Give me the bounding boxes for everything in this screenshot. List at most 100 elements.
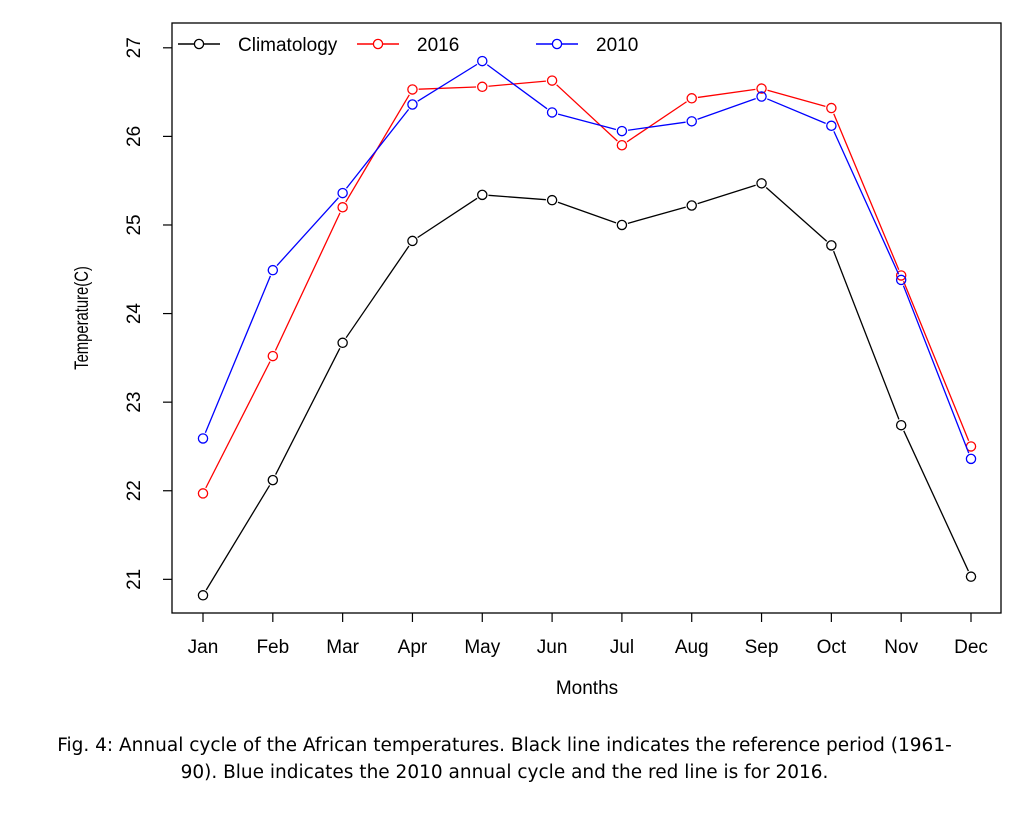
legend-marker: [193, 38, 205, 50]
series-segment: [488, 194, 546, 201]
series-segment: [345, 108, 410, 189]
plot-frame: [171, 22, 1002, 614]
series-segment: [833, 250, 900, 420]
data-point: [267, 350, 279, 362]
x-tick-label: Dec: [954, 637, 988, 658]
series-segment: [345, 245, 410, 339]
data-point: [686, 200, 697, 211]
y-tick-label: 26: [124, 126, 145, 147]
figure-caption: Fig. 4: Annual cycle of the African temp…: [40, 732, 969, 786]
series-climatology: [197, 178, 977, 601]
y-tick-label: 23: [124, 392, 145, 413]
data-point: [197, 433, 209, 444]
legend-marker: [372, 38, 384, 50]
data-point: [616, 125, 628, 137]
series-segment: [765, 186, 828, 242]
legend-item: 2016: [357, 35, 459, 56]
y-tick-label: 22: [124, 480, 145, 501]
series-segment: [627, 206, 686, 224]
data-point: [197, 590, 209, 601]
x-tick-label: Jan: [188, 637, 219, 658]
x-axis-label: Months: [556, 678, 618, 699]
data-point: [616, 140, 628, 151]
x-tick-label: May: [464, 637, 500, 658]
series-segment: [418, 86, 477, 90]
legend-label: 2010: [596, 35, 638, 56]
series-2010: [197, 55, 977, 465]
series-segment: [627, 121, 686, 131]
series-segment: [488, 80, 546, 87]
data-point: [686, 116, 697, 127]
series-segment: [417, 197, 478, 239]
series-segment: [276, 197, 339, 267]
series-segment: [833, 131, 900, 275]
x-tick-label: Apr: [398, 637, 428, 658]
data-point: [337, 337, 348, 349]
series-segment: [556, 84, 618, 142]
series-segment: [486, 64, 548, 110]
series-layer: [197, 55, 977, 601]
data-point: [407, 99, 418, 110]
legend-label: Climatology: [238, 35, 338, 56]
data-point: [756, 91, 767, 102]
series-segment: [626, 101, 687, 143]
data-point: [965, 453, 977, 465]
data-point: [826, 240, 837, 251]
data-point: [756, 178, 767, 189]
legend-item: 2010: [536, 35, 638, 56]
data-point: [267, 474, 279, 486]
y-tick-label: 27: [124, 37, 145, 58]
series-segment: [697, 88, 756, 99]
data-point: [267, 264, 279, 276]
data-point: [686, 93, 697, 104]
data-point: [546, 107, 558, 118]
series-segment: [275, 348, 341, 475]
data-point: [826, 120, 837, 132]
x-tick-label: Jul: [610, 637, 634, 658]
legend: Climatology 2016 2010: [178, 35, 638, 56]
series-segment: [902, 285, 970, 454]
data-point: [337, 187, 348, 199]
series-segment: [697, 184, 756, 205]
data-point: [546, 194, 558, 206]
series-segment: [205, 485, 271, 591]
x-tick-label: Feb: [256, 637, 289, 658]
data-point: [197, 488, 209, 499]
series-segment: [697, 97, 756, 120]
series-segment: [767, 89, 826, 108]
data-point: [407, 235, 418, 247]
data-point: [337, 202, 348, 213]
y-axis-label: Temperature(C): [71, 266, 92, 370]
series-segment: [205, 361, 271, 489]
legend-label: 2016: [417, 35, 459, 56]
y-tick-label: 25: [124, 214, 145, 235]
data-point: [895, 274, 907, 286]
data-point: [756, 83, 767, 94]
series-segment: [204, 275, 272, 434]
caption-line-2: 90). Blue indicates the 2010 annual cycl…: [180, 762, 829, 783]
x-tick-label: Mar: [326, 637, 359, 658]
series-segment: [902, 280, 970, 441]
x-axis: Jan Feb Mar Apr May Jun Jul Aug Sep Oct Nov Dec: [188, 613, 988, 658]
x-tick-label: Aug: [675, 637, 709, 658]
y-tick-label: 24: [124, 303, 145, 325]
data-point: [895, 270, 907, 281]
legend-item: Climatology: [178, 35, 338, 56]
series-segment: [557, 113, 617, 131]
series-segment: [274, 212, 341, 351]
series-segment: [903, 430, 969, 572]
data-point: [477, 189, 488, 201]
legend-marker: [551, 38, 563, 50]
y-tick-label: 21: [124, 569, 145, 590]
data-point: [826, 102, 837, 114]
data-point: [965, 571, 977, 582]
data-point: [407, 84, 418, 95]
y-axis: 21 22 23 24 25 26 27: [124, 37, 172, 590]
data-point: [546, 75, 558, 86]
series-segment: [557, 201, 617, 224]
series-segment: [833, 113, 900, 271]
caption-line-1: Fig. 4: Annual cycle of the African temp…: [57, 735, 952, 756]
series-segment: [767, 98, 826, 124]
line-chart: 21 22 23 24 25 26 27 Jan Feb Mar Apr May Jun Jul Aug S…: [71, 22, 1002, 699]
x-tick-label: Nov: [884, 637, 918, 658]
